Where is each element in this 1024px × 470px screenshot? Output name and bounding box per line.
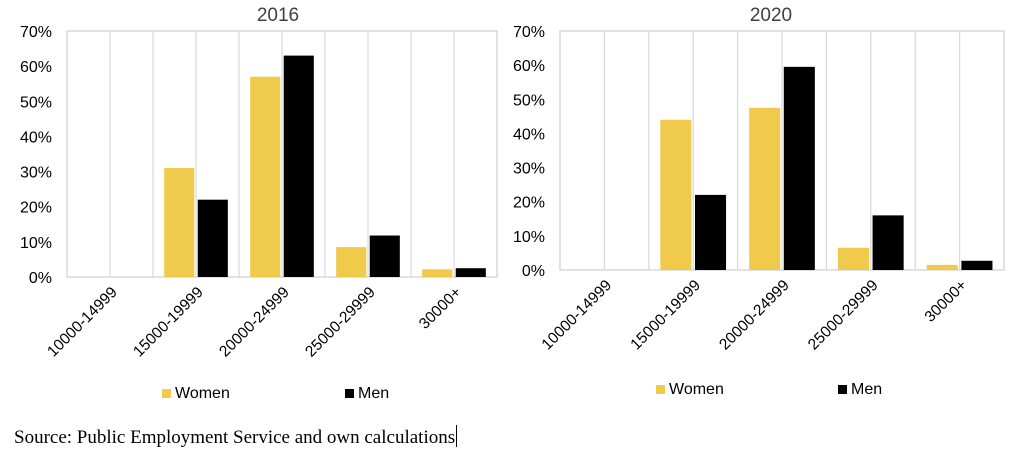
bar-men-2 [783, 66, 815, 270]
y-tick-label: 0% [29, 270, 52, 287]
bar-women-1 [164, 168, 195, 277]
y-tick-label: 40% [513, 126, 545, 143]
chart-panel-2016: 2016 0% 10% 20% 30% 40% 50% 60% 70% 10000-14999 15… [0, 0, 510, 420]
x-tick-label: 25000-29999 [302, 284, 379, 361]
legend-label-women: Women [175, 385, 230, 402]
source-text: Source: Public Employment Service and ow… [14, 427, 456, 448]
y-tick-label: 30% [513, 161, 545, 178]
bar-chart-2016: 2016 0% 10% 20% 30% 40% 50% 60% 70% 10000-14999 15… [20, 5, 498, 402]
x-tick-label: 20000-24999 [216, 284, 293, 361]
y-tick-label: 50% [513, 92, 545, 109]
bar-men-3 [872, 215, 904, 270]
bar-men-1 [197, 199, 228, 277]
y-tick-label: 70% [20, 24, 52, 41]
y-tick-label: 60% [20, 59, 52, 76]
text-cursor [456, 425, 458, 447]
bar-women-3 [336, 247, 367, 277]
bar-men-3 [369, 235, 400, 277]
bar-men-4 [961, 260, 993, 270]
bar-chart-2020: 2020 0% 10% 20% 30% 40% 50% 60% 70% 10000-14999 15… [513, 5, 1005, 398]
legend-swatch-men [345, 389, 354, 398]
y-tick-label: 60% [513, 58, 545, 75]
legend-label-men: Men [851, 381, 882, 398]
bar-women-3 [837, 247, 870, 270]
bar-women-4 [926, 264, 958, 270]
x-tick-label: 15000-19999 [130, 284, 207, 361]
y-tick-label: 0% [522, 263, 545, 280]
x-tick-label: 25000-29999 [805, 277, 882, 354]
x-tick-label: 10000-14999 [44, 284, 121, 361]
x-tick-label: 20000-24999 [716, 277, 793, 354]
bar-women-1 [660, 119, 692, 271]
legend-label-women: Women [669, 381, 724, 398]
legend-label-men: Men [358, 385, 389, 402]
x-tick-label: 15000-19999 [627, 277, 704, 354]
y-tick-label: 10% [20, 235, 52, 252]
y-tick-label: 20% [513, 195, 545, 212]
chart-panel-2020: 2020 0% 10% 20% 30% 40% 50% 60% 70% 10000-14999 15… [505, 0, 1024, 420]
y-tick-label: 30% [20, 165, 52, 182]
chart-title: 2016 [257, 5, 299, 26]
bar-men-1 [694, 194, 727, 270]
chart-title: 2020 [750, 5, 792, 26]
y-tick-label: 70% [513, 24, 545, 41]
legend-swatch-women [162, 389, 171, 398]
y-tick-label: 10% [513, 229, 545, 246]
bar-women-2 [749, 107, 781, 270]
y-tick-label: 50% [20, 94, 52, 111]
source-note: Source: Public Employment Service and ow… [14, 425, 458, 449]
x-tick-label: 10000-14999 [539, 277, 616, 354]
bar-women-2 [250, 76, 281, 277]
x-tick-label: 30000+ [922, 277, 971, 326]
y-tick-label: 40% [20, 129, 52, 146]
bar-women-4 [422, 269, 453, 277]
x-tick-label: 30000+ [416, 284, 465, 333]
legend-swatch-men [838, 385, 847, 394]
legend-swatch-women [656, 385, 665, 394]
bar-men-2 [283, 55, 314, 277]
y-tick-label: 20% [20, 200, 52, 217]
bar-men-4 [455, 268, 486, 277]
